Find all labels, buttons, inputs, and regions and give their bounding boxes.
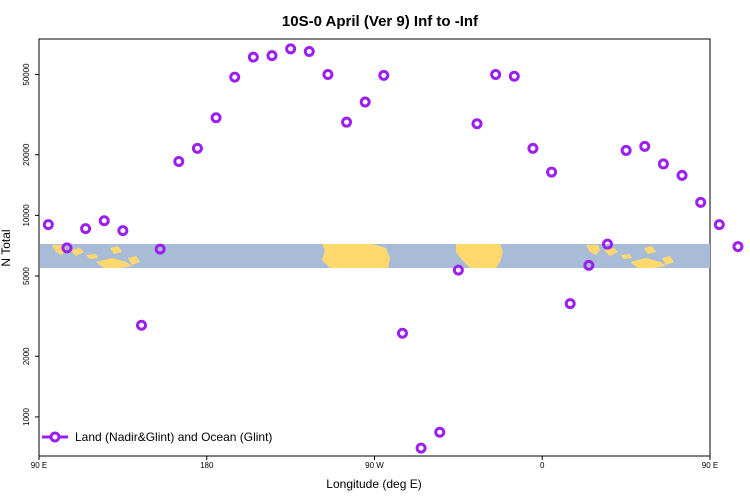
data-points (42, 43, 744, 454)
data-point (527, 142, 539, 154)
legend-marker-icon (49, 431, 61, 443)
data-point (229, 71, 241, 83)
data-point (639, 140, 651, 152)
data-point (247, 51, 259, 63)
y-tick-label: 20000 (22, 143, 31, 166)
data-point (42, 219, 54, 231)
data-point (546, 166, 558, 178)
data-point (396, 327, 408, 339)
x-tick-label: 0 (540, 461, 545, 470)
land-maritime-continent-east (586, 245, 674, 268)
data-point (117, 225, 129, 237)
data-point (359, 96, 371, 108)
land-africa (456, 244, 503, 268)
data-point (378, 69, 390, 81)
data-point (415, 442, 427, 454)
data-point (713, 219, 725, 231)
data-point (61, 242, 73, 254)
data-point (303, 46, 315, 58)
data-point (601, 238, 613, 250)
data-point (564, 298, 576, 310)
chart-title: 10S-0 April (Ver 9) Inf to -Inf (282, 13, 479, 30)
data-point (657, 158, 669, 170)
data-point (191, 142, 203, 154)
legend: Land (Nadir&Glint) and Ocean (Glint) (42, 430, 272, 444)
land-south-america (322, 244, 390, 268)
data-point (266, 50, 278, 62)
map-band (40, 244, 710, 268)
x-tick-label: 180 (200, 461, 214, 470)
y-tick-label: 2000 (22, 347, 31, 365)
data-point (136, 319, 148, 331)
legend-entry: Land (Nadir&Glint) and Ocean (Glint) (75, 430, 272, 444)
y-tick-label: 10000 (22, 204, 31, 227)
data-point (434, 426, 446, 438)
data-point (98, 215, 110, 227)
x-tick-label: 90 E (31, 461, 47, 470)
y-axis: 1000 2000 5000 10000 20000 50000 (22, 63, 39, 426)
y-tick-label: 1000 (22, 407, 31, 425)
data-point (173, 156, 185, 168)
data-point (322, 68, 334, 80)
x-tick-label: 90 W (365, 461, 384, 470)
data-point (154, 243, 166, 255)
data-point (583, 259, 595, 271)
y-tick-label: 50000 (22, 63, 31, 86)
data-point (471, 118, 483, 130)
data-point (695, 196, 707, 208)
x-axis-label: Longitude (deg E) (326, 477, 421, 491)
data-point (490, 68, 502, 80)
data-point (508, 70, 520, 82)
data-point (285, 43, 297, 55)
data-point (80, 223, 92, 235)
data-point (210, 112, 222, 124)
data-point (732, 241, 744, 253)
land-maritime-continent-west (52, 245, 140, 268)
data-point (452, 264, 464, 276)
x-axis: 90 E 180 90 W 0 90 E (31, 456, 718, 470)
y-tick-label: 5000 (22, 267, 31, 285)
data-point (676, 169, 688, 181)
x-tick-label: 90 E (702, 461, 718, 470)
y-axis-label: N Total (0, 229, 13, 266)
data-point (620, 144, 632, 156)
data-point (341, 116, 353, 128)
